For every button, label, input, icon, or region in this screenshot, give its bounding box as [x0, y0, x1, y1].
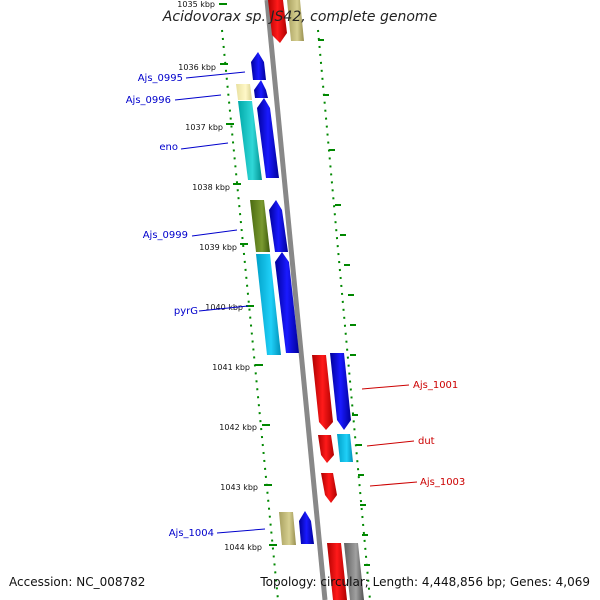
gene-ajs1003-red — [321, 473, 337, 503]
gene-dut-cyan — [337, 434, 353, 462]
accession-text: Accession: NC_008782 — [9, 575, 146, 589]
gene-eno-arrow — [257, 98, 279, 178]
gene-ajs0996-arrow — [254, 80, 268, 98]
gene-dut-red — [318, 435, 334, 463]
gene-ajs1001-red — [312, 355, 333, 430]
gene-eno-teal — [238, 101, 262, 180]
gene-ajs1004-arrow — [299, 511, 314, 544]
gene-ajs0995-arrow — [251, 52, 266, 80]
gene-top-khaki-block — [287, 0, 304, 41]
genome-backbone — [264, 0, 328, 600]
right-outer-dotted-track — [317, 29, 371, 600]
label-ajs1001[interactable]: Ajs_1001 — [413, 380, 458, 391]
tick-1036: 1036 kbp — [178, 63, 228, 72]
gene-bottom-red — [327, 543, 347, 600]
tick-label-1041: 1041 kbp — [212, 363, 250, 372]
tick-1042: 1042 kbp — [219, 423, 270, 432]
gene-ajs1001-blue — [330, 353, 351, 430]
label-eno[interactable]: eno — [159, 142, 178, 153]
gene-ajs0996-cream — [236, 84, 252, 100]
tick-label-1035: 1035 kbp — [177, 0, 215, 9]
label-ajs0995[interactable]: Ajs_0995 — [138, 73, 183, 84]
tick-label-1039: 1039 kbp — [199, 243, 237, 252]
gene-bottom-gray — [344, 543, 364, 600]
tick-label-1040: 1040 kbp — [205, 303, 243, 312]
tick-label-1043: 1043 kbp — [220, 483, 258, 492]
label-ajs1004[interactable]: Ajs_1004 — [169, 528, 214, 539]
gene-ajs1004-khaki — [279, 512, 296, 545]
tick-label-1038: 1038 kbp — [192, 183, 230, 192]
tick-label-1044: 1044 kbp — [224, 543, 262, 552]
right-tick-marks — [318, 39, 370, 566]
tick-1037: 1037 kbp — [185, 123, 234, 132]
tick-1041: 1041 kbp — [212, 363, 263, 372]
tick-1039: 1039 kbp — [199, 243, 248, 252]
gene-pyrg-cyan — [256, 254, 281, 355]
label-ajs0996[interactable]: Ajs_0996 — [126, 95, 171, 106]
topology-text: Topology: circular; Length: 4,448,856 bp… — [260, 575, 590, 589]
tick-1038: 1038 kbp — [192, 183, 241, 192]
tick-1044: 1044 kbp — [224, 543, 277, 552]
label-dut[interactable]: dut — [418, 436, 435, 447]
right-leader-lines — [361, 384, 418, 487]
label-ajs1003[interactable]: Ajs_1003 — [420, 477, 465, 488]
gene-ajs0999-olive — [250, 200, 270, 252]
tick-1043: 1043 kbp — [220, 483, 272, 492]
gene-ajs0999-arrow — [269, 200, 288, 252]
tick-label-1037: 1037 kbp — [185, 123, 223, 132]
tick-label-1042: 1042 kbp — [219, 423, 257, 432]
label-pyrg[interactable]: pyrG — [174, 306, 198, 317]
gene-top-red-arrow — [268, 0, 287, 43]
genome-title: Acidovorax sp. JS42, complete genome — [162, 9, 438, 25]
tick-1035: 1035 kbp — [177, 0, 227, 9]
gene-pyrg-arrow — [275, 252, 299, 353]
tick-label-1036: 1036 kbp — [178, 63, 216, 72]
label-ajs0999[interactable]: Ajs_0999 — [143, 230, 188, 241]
left-leader-lines — [174, 71, 266, 534]
